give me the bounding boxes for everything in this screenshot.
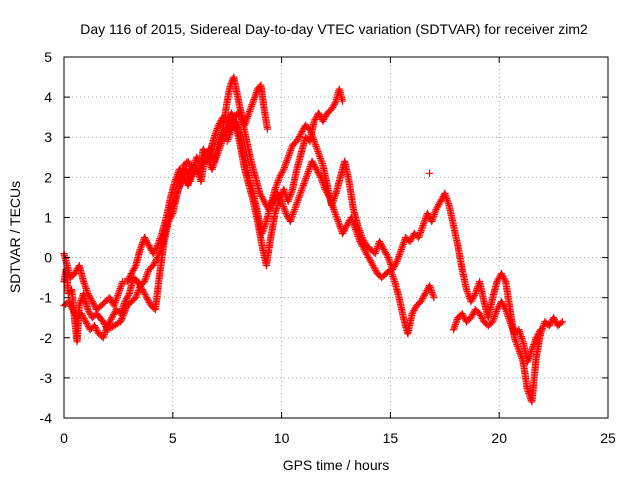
chart-title: Day 116 of 2015, Sidereal Day-to-day VTE… [80, 21, 588, 37]
data-point [263, 125, 272, 133]
y-tick-label: 2 [44, 169, 52, 185]
y-tick-label: 0 [44, 250, 52, 266]
data-point [558, 318, 566, 326]
series-outlier [425, 169, 434, 177]
y-tick-label: 3 [44, 129, 52, 145]
x-tick-label: 5 [169, 430, 177, 446]
data-point [430, 294, 438, 302]
y-tick-labels: -4 -3 -2 -1 0 1 2 3 4 5 [40, 49, 53, 426]
plot-frame [63, 56, 609, 419]
series-track-b [60, 85, 347, 314]
y-tick-label: 4 [44, 89, 52, 105]
data-point [536, 326, 545, 334]
x-tick-label: 20 [491, 430, 507, 446]
axis-ticks [63, 56, 609, 419]
y-tick-label: -3 [40, 370, 53, 386]
x-axis-title: GPS time / hours [283, 457, 390, 473]
x-tick-label: 10 [274, 430, 290, 446]
series-track-e [449, 298, 545, 366]
y-tick-label: 5 [44, 49, 52, 65]
data-point [338, 97, 347, 105]
series-track-d [60, 109, 438, 342]
y-tick-label: -2 [40, 330, 53, 346]
x-tick-label: 25 [600, 430, 616, 446]
x-tick-labels: 0 5 10 15 20 25 [60, 430, 616, 446]
data-marks [60, 73, 566, 406]
series-track-c [223, 117, 566, 406]
data-point [425, 169, 434, 177]
y-tick-label: 1 [44, 209, 52, 225]
x-tick-label: 15 [383, 430, 399, 446]
y-tick-label: -4 [40, 410, 53, 426]
y-tick-label: -1 [40, 290, 53, 306]
y-axis-title: SDTVAR / TECUs [7, 181, 23, 293]
x-tick-label: 0 [60, 430, 68, 446]
